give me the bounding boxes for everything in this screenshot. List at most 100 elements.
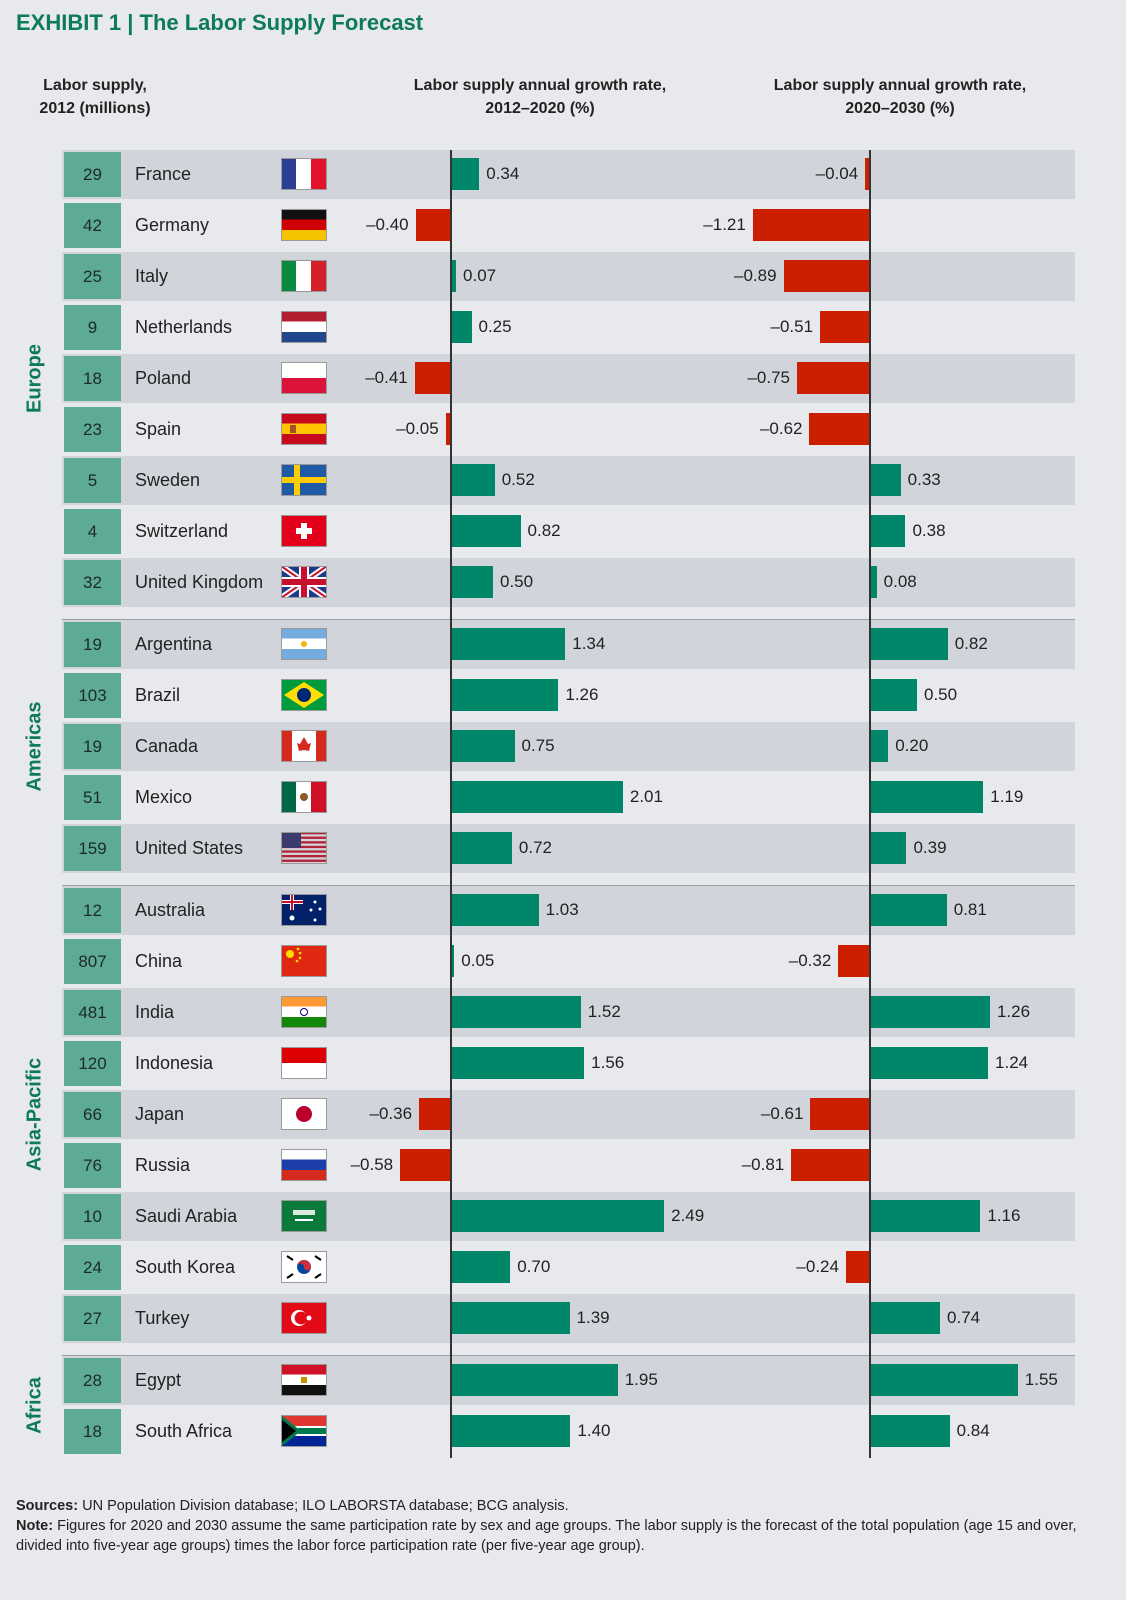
flag-south-korea-icon <box>281 1251 327 1283</box>
country-name: Japan <box>135 1104 185 1124</box>
table-row <box>62 150 1075 199</box>
table-row <box>62 1141 1075 1190</box>
data-label-g2: –1.21 <box>703 215 746 234</box>
labor-supply-value: 42 <box>64 203 121 248</box>
data-label-g1: –0.40 <box>366 215 409 234</box>
bar-g2-positive <box>869 832 907 864</box>
flag-egypt-icon <box>281 1364 327 1396</box>
country-name: South Korea <box>135 1257 236 1277</box>
data-label-g2: 1.24 <box>995 1053 1029 1072</box>
bar-g2-positive <box>869 1047 989 1079</box>
bar-g1-positive <box>450 730 515 762</box>
bar-g1-positive <box>450 1364 618 1396</box>
header-supply: Labor supply, 2012 (millions) <box>20 74 170 120</box>
flag-canada-icon <box>281 730 327 762</box>
country-name: United States <box>135 838 244 858</box>
labor-supply-value: 25 <box>64 254 121 299</box>
data-label-g1: 1.95 <box>624 1370 658 1389</box>
labor-supply-value: 10 <box>64 1194 121 1239</box>
axis-2012-2020 <box>450 150 452 1458</box>
bar-g1-negative <box>445 413 450 445</box>
data-label-g2: –0.51 <box>770 317 814 336</box>
data-label-g2: 0.84 <box>956 1421 990 1440</box>
data-label-g2: –0.24 <box>796 1257 839 1276</box>
bar-g1-positive <box>450 1302 570 1334</box>
flag-brazil-icon <box>281 679 327 711</box>
data-label-g1: 0.82 <box>527 521 561 540</box>
labor-supply-value: 76 <box>64 1143 121 1188</box>
bar-g1-negative <box>414 362 450 394</box>
flag-germany-icon <box>281 209 327 241</box>
table-row <box>62 937 1075 986</box>
flag-switzerland-icon <box>281 515 327 547</box>
data-label-g2: –0.75 <box>747 368 790 387</box>
bar-g1-positive <box>450 1415 571 1447</box>
data-label-g1: 0.34 <box>486 164 520 183</box>
country-name: United Kingdom <box>135 572 264 592</box>
data-label-g2: –0.04 <box>815 164 859 183</box>
data-label-g1: 0.25 <box>478 317 512 336</box>
data-label-g1: –0.36 <box>369 1104 413 1123</box>
flag-italy-icon <box>281 260 327 292</box>
bar-g1-negative <box>415 209 450 241</box>
labor-supply-value: 18 <box>64 356 121 401</box>
labor-supply-value: 481 <box>64 990 121 1035</box>
table-row <box>62 252 1075 301</box>
country-name: Russia <box>135 1155 191 1175</box>
labor-supply-value: 23 <box>64 407 121 452</box>
table-row <box>62 558 1075 607</box>
country-name: Netherlands <box>135 317 233 337</box>
header-supply-line2: 2012 (millions) <box>39 100 151 117</box>
data-label-g1: 0.05 <box>461 951 495 970</box>
country-name: Canada <box>135 736 199 756</box>
data-label-g2: 0.81 <box>953 900 987 919</box>
data-label-g2: 0.08 <box>883 572 917 591</box>
bar-g2-positive <box>869 679 917 711</box>
table-row <box>62 354 1075 403</box>
flag-france-icon <box>281 158 327 190</box>
country-name: Brazil <box>135 685 181 705</box>
region-label: Europe <box>23 343 46 413</box>
bar-g1-positive <box>450 158 480 190</box>
flag-south-africa-icon <box>281 1415 327 1447</box>
country-name: Indonesia <box>135 1053 214 1073</box>
data-label-g2: –0.62 <box>759 419 803 438</box>
bar-g2-negative <box>791 1149 869 1181</box>
labor-supply-value: 18 <box>64 1409 121 1454</box>
country-name: Switzerland <box>135 521 229 541</box>
bar-g2-positive <box>869 1415 950 1447</box>
flag-indonesia-icon <box>281 1047 327 1079</box>
header-growth1-line2: 2012–2020 (%) <box>485 100 595 117</box>
flag-netherlands-icon <box>281 311 327 343</box>
country-name: Egypt <box>135 1370 182 1390</box>
flag-argentina-icon <box>281 628 327 660</box>
data-label-g2: 1.26 <box>996 1002 1031 1021</box>
data-label-g1: –0.05 <box>396 419 439 438</box>
bar-g2-negative <box>810 1098 869 1130</box>
bar-g1-positive <box>450 894 539 926</box>
data-label-g1: 1.03 <box>545 900 579 919</box>
data-label-g2: 0.33 <box>907 470 941 489</box>
labor-supply-value: 120 <box>64 1041 121 1086</box>
table-row <box>62 722 1075 771</box>
data-label-g2: 0.20 <box>895 736 929 755</box>
labor-supply-value: 4 <box>64 509 121 554</box>
axis-2020-2030 <box>869 150 871 1458</box>
table-row <box>62 201 1075 250</box>
country-name: Germany <box>135 215 210 235</box>
data-label-g2: 0.38 <box>912 521 946 540</box>
bar-g2-positive <box>869 996 990 1028</box>
bar-g2-positive <box>869 628 948 660</box>
flag-sweden-icon <box>281 464 327 496</box>
flag-saudi-arabia-icon <box>281 1200 327 1232</box>
region-label: Asia-Pacific <box>23 1057 46 1171</box>
bar-g2-negative <box>783 260 869 292</box>
labor-supply-value: 12 <box>64 888 121 933</box>
sources: Sources: UN Population Division database… <box>16 1496 1116 1516</box>
country-name: Argentina <box>135 634 213 654</box>
flag-australia-icon <box>281 894 327 926</box>
data-label-g1: 0.52 <box>501 470 535 489</box>
labor-supply-value: 51 <box>64 775 121 820</box>
data-label-g1: 0.07 <box>463 266 497 285</box>
